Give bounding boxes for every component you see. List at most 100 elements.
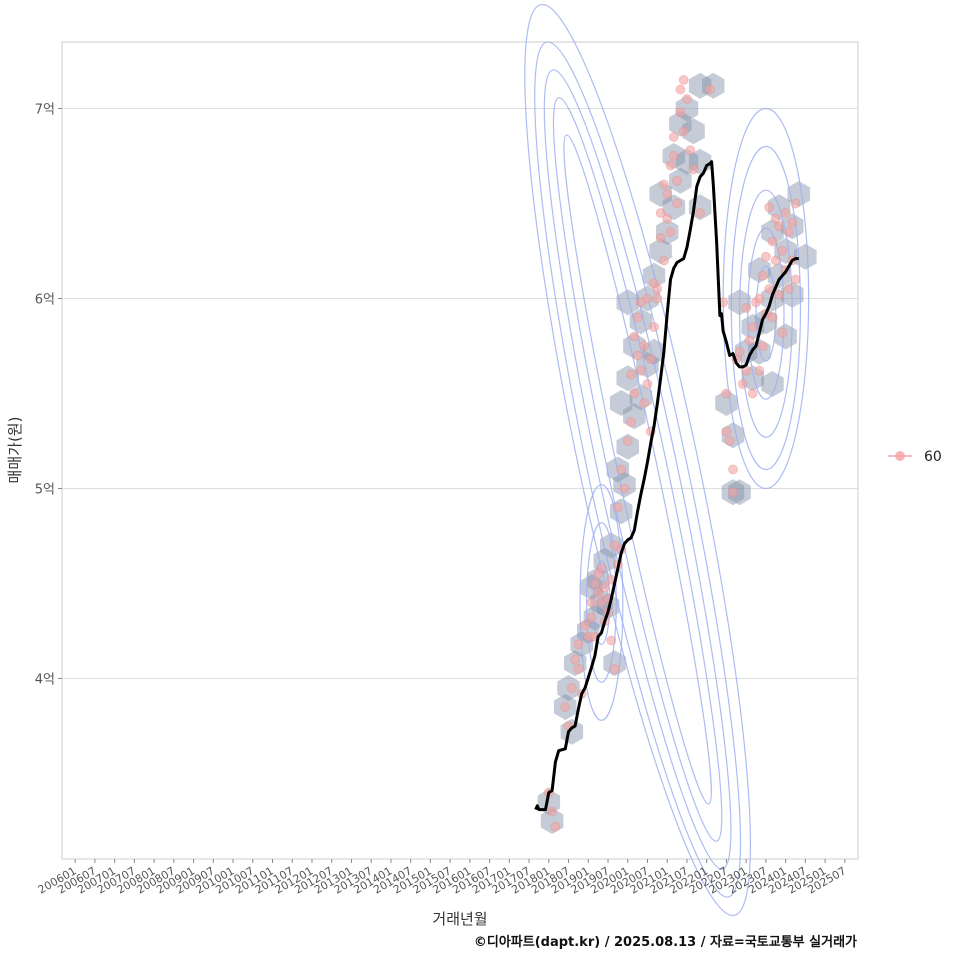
data-point [790,274,801,285]
density-contour [524,3,752,917]
data-point [612,502,623,513]
data-point [780,208,791,218]
contour-layer [524,3,810,917]
data-point [672,175,683,186]
data-point [760,251,771,262]
data-point [678,126,689,137]
density-contour [552,97,723,842]
data-point [728,487,739,498]
data-point [658,179,669,190]
y-axis: 4억 5억 6억 7억 [35,103,62,688]
data-point [609,664,620,674]
y-tick-label: 6억 [35,293,55,308]
data-point [547,806,558,817]
data-point [658,255,669,266]
data-point [665,227,676,237]
data-point [681,94,692,104]
data-point [764,202,775,213]
data-point [790,198,801,209]
data-point [787,217,798,228]
data-point [639,341,650,351]
density-contour [747,227,785,400]
data-point [770,255,781,266]
data-point [573,664,584,674]
data-point [599,582,610,593]
density-contour [755,265,777,362]
y-axis-title: 매매가(원) [6,417,24,484]
data-point [777,246,788,256]
x-axis-title: 거래년월 [432,910,487,928]
density-contour [534,41,742,898]
panel-border [61,41,859,860]
data-point [734,346,745,357]
density-contour [738,189,793,438]
data-point [642,293,653,304]
data-point [665,160,676,171]
data-point [632,350,643,361]
data-point [675,107,686,118]
data-point [695,208,706,218]
y-tick-label: 5억 [35,483,55,498]
hexbin-cell [616,433,639,460]
data-point [774,289,785,300]
data-point [777,327,788,338]
data-point [767,236,778,247]
data-point [770,213,781,224]
data-point [721,426,732,437]
data-point [629,331,640,342]
hexbin-cell [728,479,751,506]
data-point [668,132,679,142]
data-point [774,221,785,232]
data-point [550,821,561,832]
legend: 60 [888,449,942,465]
data-point [655,208,666,218]
data-point [639,398,650,408]
transaction-points [543,75,801,832]
data-point [757,270,768,281]
data-point [652,284,663,294]
density-contour [586,522,617,683]
data-point [767,312,778,323]
data-point [704,84,715,95]
data-point [668,151,679,161]
data-point [783,284,794,294]
plot-panel [61,41,859,860]
data-point [754,293,765,304]
data-point [757,341,768,351]
data-point [744,335,755,346]
moving-average-layer [534,160,799,812]
data-point [662,213,673,224]
data-point [642,379,653,389]
density-contour [563,134,712,805]
density-contour [543,69,732,870]
data-point [754,365,765,376]
data-point [632,312,643,323]
data-point [721,388,732,399]
data-point [570,654,581,665]
hexbin-cell [682,118,705,145]
data-point [616,464,627,475]
data-point [728,464,739,475]
hexbin-cell [609,390,633,416]
data-point [655,232,666,243]
hexbin-cell [688,72,712,99]
data-point [635,365,646,376]
data-point [672,198,683,209]
y-tick-label: 7억 [35,103,55,118]
data-point [688,164,699,175]
data-point [622,436,633,446]
data-point [560,702,571,712]
data-point [783,227,794,237]
data-point [675,84,686,95]
data-point [737,379,748,389]
data-point [626,417,637,427]
hexbin-cell [616,289,639,316]
data-point [579,620,590,631]
data-point [662,189,673,199]
data-point [619,483,630,494]
data-point [652,293,663,304]
data-point [685,145,696,156]
legend-marker [895,451,905,461]
data-point [606,635,617,646]
data-point [747,322,758,332]
